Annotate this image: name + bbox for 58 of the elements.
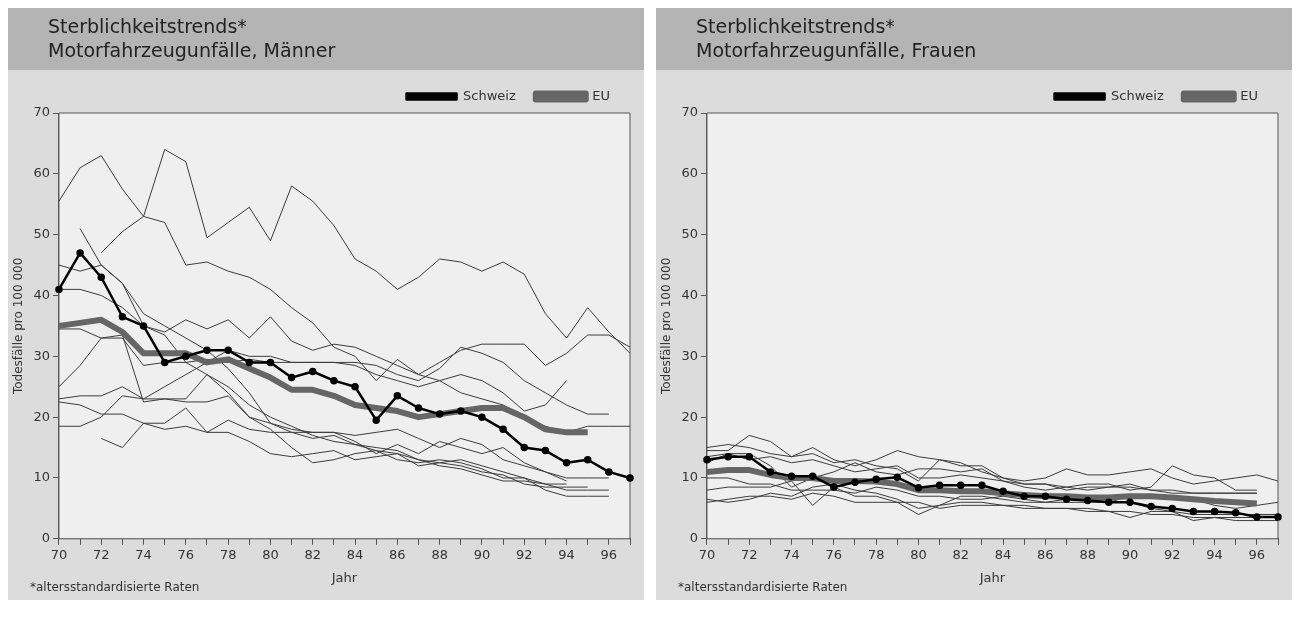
y-tick-label: 30 xyxy=(681,347,698,363)
chart-subtitle: Motorfahrzeugunfälle, Männer xyxy=(48,38,337,62)
y-axis-title: Todesfälle pro 100 000 xyxy=(11,257,26,396)
y-tick-label: 20 xyxy=(33,408,50,424)
y-axis-title: Todesfälle pro 100 000 xyxy=(659,257,674,396)
x-tick-label: 96 xyxy=(1248,546,1266,562)
x-tick-label: 72 xyxy=(92,546,110,562)
y-tick-label: 40 xyxy=(33,286,50,302)
text: *altersstandardisierte Raten xyxy=(678,580,848,594)
x-axis-title: Jahr xyxy=(978,569,1006,585)
legend-label: Schweiz xyxy=(463,87,516,103)
x-tick-label: 74 xyxy=(783,546,800,562)
x-tick-label: 86 xyxy=(1037,546,1054,562)
x-tick-label: 84 xyxy=(346,546,364,562)
x-tick-label: 78 xyxy=(867,546,885,562)
y-tick-label: 30 xyxy=(33,347,50,363)
legend-label: Schweiz xyxy=(1111,87,1164,103)
x-tick-label: 74 xyxy=(135,546,152,562)
x-tick-label: 96 xyxy=(600,546,618,562)
text: *altersstandardisierte Raten xyxy=(30,580,200,594)
x-tick-label: 72 xyxy=(740,546,758,562)
y-tick-label: 50 xyxy=(681,226,698,242)
x-tick-label: 86 xyxy=(389,546,406,562)
x-tick-label: 84 xyxy=(994,546,1012,562)
y-tick-label: 10 xyxy=(33,469,50,485)
y-tick-label: 70 xyxy=(681,104,698,120)
x-axis-title: Jahr xyxy=(330,569,358,585)
legend-label: EU xyxy=(592,87,611,103)
y-tick-label: 0 xyxy=(689,530,698,546)
y-tick-label: 40 xyxy=(681,286,698,302)
x-tick-label: 90 xyxy=(473,546,491,562)
y-tick-label: 60 xyxy=(681,165,698,181)
x-tick-label: 88 xyxy=(431,546,448,562)
x-tick-label: 92 xyxy=(515,546,533,562)
x-tick-label: 94 xyxy=(558,546,575,562)
chart-title: Sterblichkeitstrends* xyxy=(696,14,896,38)
y-tick-label: 20 xyxy=(681,408,698,424)
x-tick-label: 88 xyxy=(1079,546,1096,562)
chart-subtitle: Motorfahrzeugunfälle, Frauen xyxy=(696,38,978,62)
y-tick-label: 60 xyxy=(33,165,50,181)
x-tick-label: 94 xyxy=(1206,546,1223,562)
x-tick-label: 82 xyxy=(304,546,322,562)
x-tick-label: 70 xyxy=(50,546,68,562)
chart-title: Sterblichkeitstrends* xyxy=(48,14,248,38)
x-tick-label: 80 xyxy=(262,546,279,562)
y-tick-label: 70 xyxy=(33,104,50,120)
x-tick-label: 90 xyxy=(1121,546,1139,562)
x-tick-label: 82 xyxy=(952,546,970,562)
y-tick-label: 50 xyxy=(33,226,50,242)
legend-label: EU xyxy=(1240,87,1259,103)
x-tick-label: 80 xyxy=(910,546,927,562)
x-tick-label: 76 xyxy=(177,546,195,562)
x-tick-label: 70 xyxy=(698,546,716,562)
y-tick-label: 10 xyxy=(681,469,698,485)
x-tick-label: 92 xyxy=(1163,546,1181,562)
x-tick-label: 78 xyxy=(219,546,237,562)
x-tick-label: 76 xyxy=(825,546,843,562)
y-tick-label: 0 xyxy=(41,530,50,546)
